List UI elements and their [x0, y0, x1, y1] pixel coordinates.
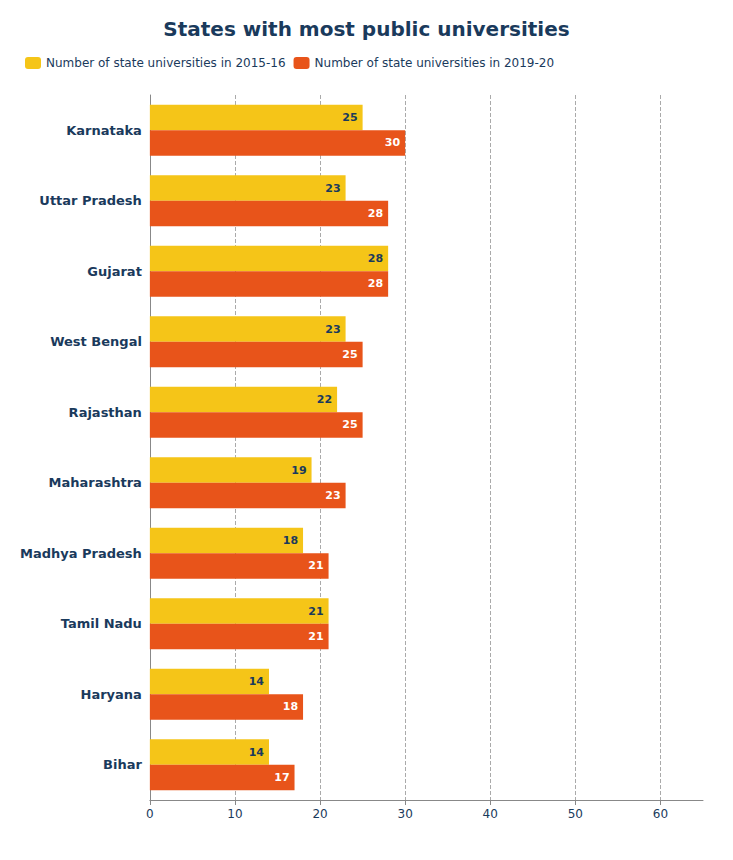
svg-text:0: 0 — [146, 807, 154, 821]
svg-text:23: 23 — [325, 489, 340, 502]
svg-text:21: 21 — [308, 559, 323, 572]
svg-text:25: 25 — [342, 111, 357, 124]
svg-text:West Bengal: West Bengal — [50, 334, 142, 349]
svg-text:28: 28 — [368, 277, 383, 290]
svg-text:Tamil Nadu: Tamil Nadu — [61, 616, 142, 631]
svg-text:50: 50 — [568, 807, 583, 821]
svg-text:Number of state universities i: Number of state universities in 2019-20 — [315, 56, 555, 70]
svg-text:40: 40 — [483, 807, 498, 821]
svg-text:23: 23 — [325, 182, 340, 195]
svg-text:17: 17 — [274, 771, 289, 784]
svg-text:Maharashtra: Maharashtra — [49, 475, 142, 490]
svg-text:Bihar: Bihar — [103, 757, 142, 772]
svg-text:Karnataka: Karnataka — [66, 123, 142, 138]
svg-text:25: 25 — [342, 418, 357, 431]
svg-text:30: 30 — [385, 136, 401, 149]
svg-text:21: 21 — [308, 605, 323, 618]
svg-text:Gujarat: Gujarat — [87, 264, 142, 279]
svg-text:19: 19 — [291, 464, 306, 477]
svg-text:14: 14 — [249, 675, 265, 688]
svg-text:60: 60 — [653, 807, 668, 821]
svg-text:20: 20 — [312, 807, 327, 821]
svg-text:Rajasthan: Rajasthan — [69, 405, 142, 420]
svg-text:28: 28 — [368, 252, 383, 265]
svg-text:22: 22 — [317, 393, 332, 406]
svg-text:States with most public univer: States with most public universities — [163, 17, 569, 41]
svg-text:10: 10 — [227, 807, 242, 821]
svg-text:21: 21 — [308, 630, 323, 643]
svg-text:Number of state universities i: Number of state universities in 2015-16 — [46, 56, 286, 70]
svg-text:18: 18 — [283, 534, 298, 547]
svg-text:30: 30 — [398, 807, 413, 821]
svg-text:Madhya Pradesh: Madhya Pradesh — [20, 546, 142, 561]
svg-text:28: 28 — [368, 207, 383, 220]
svg-text:14: 14 — [249, 746, 265, 759]
svg-text:23: 23 — [325, 323, 340, 336]
svg-text:Haryana: Haryana — [81, 687, 142, 702]
svg-text:18: 18 — [283, 700, 298, 713]
svg-text:Uttar Pradesh: Uttar Pradesh — [39, 193, 142, 208]
svg-text:25: 25 — [342, 348, 357, 361]
